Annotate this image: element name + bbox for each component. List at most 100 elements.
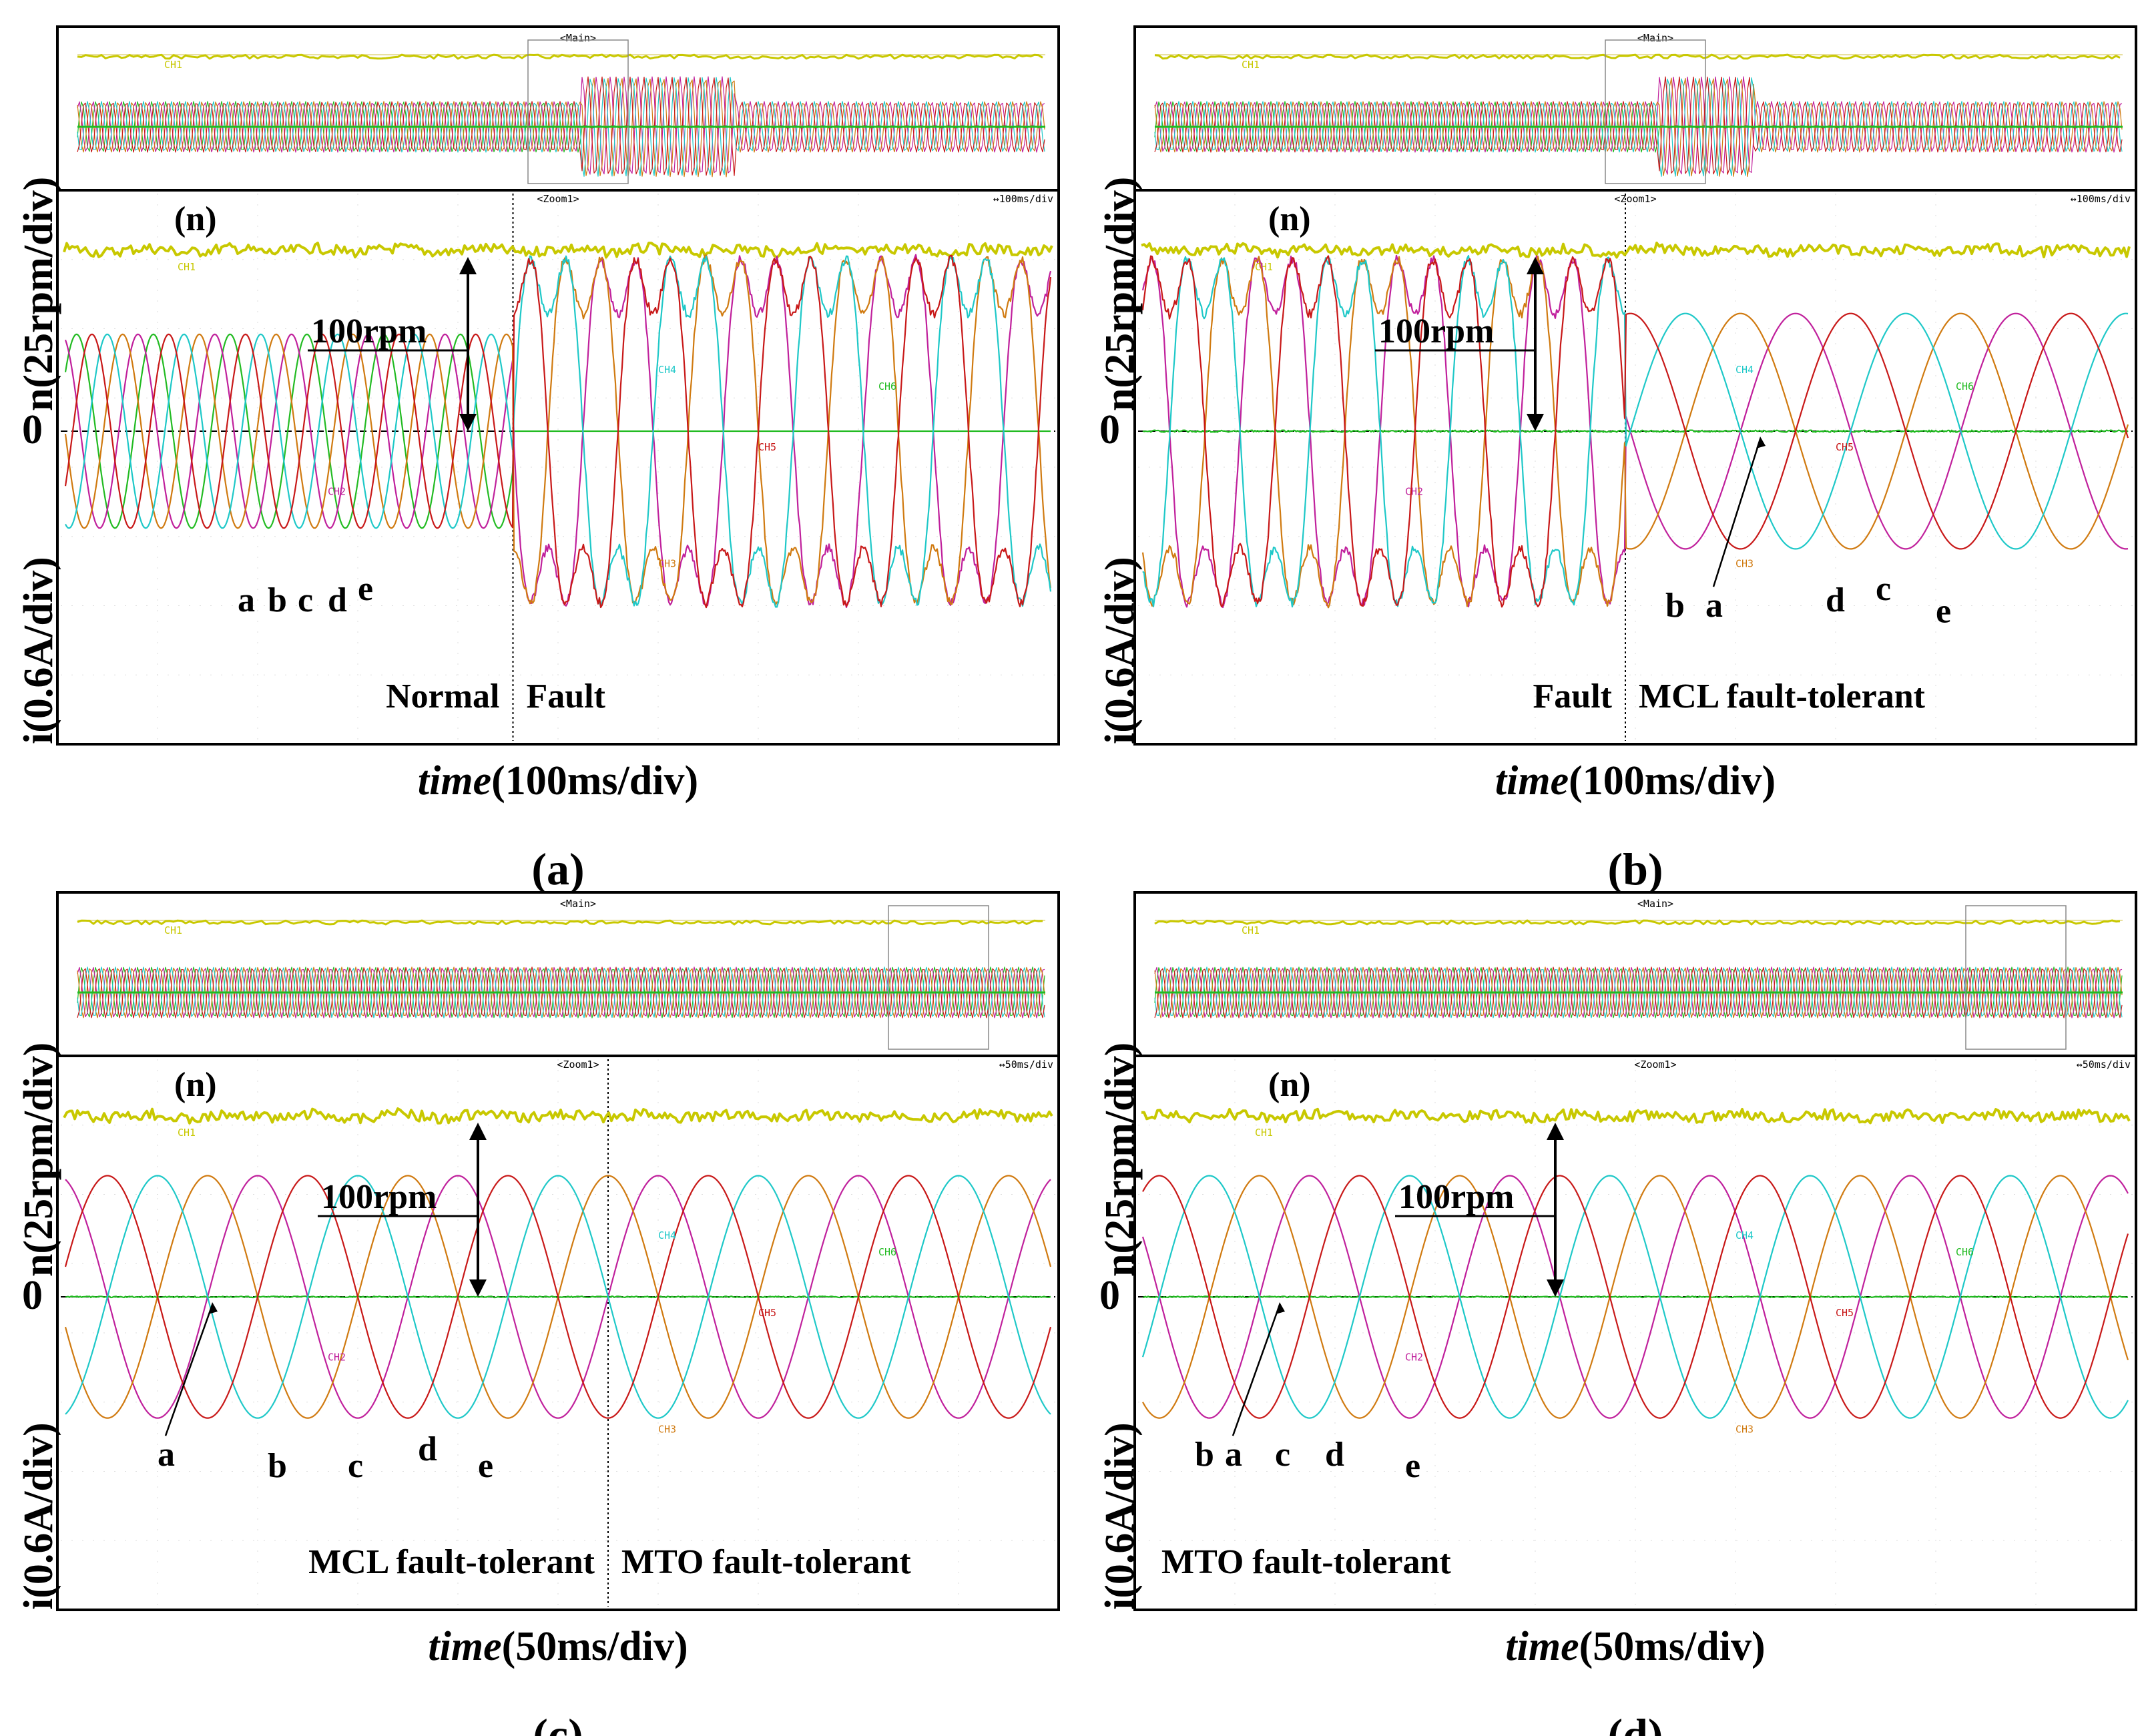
- channel-label: CH3: [658, 1423, 676, 1435]
- zero-axis-label: 0: [1099, 407, 1120, 453]
- region-label-right: MTO fault-tolerant: [621, 1543, 911, 1581]
- region-label-right: Fault: [527, 677, 606, 715]
- overview-current-trace: [77, 76, 1045, 176]
- phase-label-e: e: [358, 570, 373, 608]
- speed-scale-label: 100rpm: [311, 312, 427, 350]
- phase-label-e: e: [1936, 592, 1951, 630]
- overview-current-trace: [77, 77, 1045, 177]
- timebase-label: ↔50ms/div: [2077, 1059, 2131, 1071]
- speed-trace-label: (n): [1268, 1066, 1311, 1104]
- phase-c-current-trace: [1142, 1175, 2129, 1419]
- panel-caption: (b): [1607, 844, 1663, 894]
- region-label: MTO fault-tolerant: [1161, 1543, 1451, 1581]
- main-tag: <Main>: [560, 898, 596, 910]
- channel-label: CH5: [1836, 441, 1854, 453]
- phase-a-pointer-head: [208, 1302, 218, 1315]
- timebase-label: ↔100ms/div: [993, 193, 1053, 205]
- speed-scale-label: 100rpm: [1378, 312, 1494, 350]
- speed-trace-label: (n): [1268, 200, 1311, 238]
- x-axis-label: time(50ms/div): [1505, 1624, 1765, 1669]
- phase-d-current-trace: [65, 1175, 1051, 1419]
- zoom-frame: [56, 189, 1060, 746]
- arrow-head-up: [469, 1123, 487, 1140]
- overview-current-trace: [77, 966, 1045, 1019]
- arrow-head-down: [1547, 1279, 1564, 1297]
- zoom-window: [1965, 905, 2067, 1050]
- speed-trace: [1141, 1107, 2131, 1125]
- arrow-head-down: [469, 1279, 487, 1297]
- speed-ch1-label: CH1: [178, 1127, 196, 1139]
- region-label-left: MCL fault-tolerant: [308, 1543, 595, 1581]
- zoom-tag: <Zoom1>: [1614, 193, 1656, 205]
- channel-label: CH4: [658, 364, 676, 376]
- overview-current-trace: [1154, 77, 2123, 178]
- channel-label: CH6: [878, 380, 896, 392]
- zoom-tag: <Zoom1>: [1634, 1059, 1676, 1071]
- speed-trace: [63, 1107, 1053, 1125]
- channel-label: CH5: [758, 441, 776, 453]
- zero-axis-label: 0: [1099, 1273, 1120, 1318]
- overview-current-trace: [1154, 77, 2123, 177]
- phase-a-current-trace: [64, 333, 1051, 529]
- zoom-frame: [56, 1055, 1060, 1611]
- zoom-frame: [1133, 189, 2137, 746]
- phase-label-d: d: [1325, 1436, 1344, 1474]
- overview-current-trace: [1154, 966, 2123, 1019]
- overview-frame: [56, 891, 1060, 1057]
- channel-label: CH6: [1956, 380, 1974, 392]
- region-label-left: Fault: [1533, 677, 1613, 715]
- phase-d-current-trace: [1141, 1175, 2129, 1419]
- zero-axis-label: 0: [22, 1273, 43, 1318]
- phase-label-a: a: [238, 581, 255, 619]
- phase-label-c: c: [1876, 570, 1891, 608]
- y-axis-label-speed: n(25rpm/div): [1097, 177, 1143, 411]
- channel-label: CH5: [1836, 1307, 1854, 1319]
- phase-c-current-trace: [1141, 255, 2129, 609]
- phase-label-b: b: [268, 1447, 287, 1485]
- channel-label: CH6: [878, 1246, 896, 1258]
- overview-current-trace: [77, 77, 1045, 178]
- arrow-head-up: [459, 257, 477, 274]
- overview-current-trace: [77, 966, 1045, 1019]
- zoom-window: [888, 905, 989, 1050]
- zoom-window: [1605, 39, 1706, 184]
- phase-label-d: d: [1826, 581, 1845, 619]
- arrow-head-up: [1527, 257, 1544, 274]
- overview-frame: [56, 25, 1060, 192]
- phase-a-pointer-head: [1756, 437, 1766, 449]
- phase-e-current-trace: [64, 1175, 1052, 1419]
- overview-speed-trace: [77, 53, 1043, 60]
- zero-axis-label: 0: [22, 407, 43, 453]
- arrow-head-down: [1527, 414, 1544, 432]
- channel-label: CH2: [1405, 1352, 1423, 1364]
- speed-trace: [1141, 242, 2131, 259]
- phase-b-current-trace: [65, 1175, 1051, 1419]
- panel-c: <Main> CH1 <Zoom1> ↔50ms/div CH1 CH2 CH4 CH5 CH3…: [16, 891, 1060, 1736]
- speed-ch1-label: CH1: [178, 261, 196, 273]
- phase-label-b: b: [268, 581, 287, 619]
- phase-label-c: c: [298, 581, 313, 619]
- phase-label-e: e: [478, 1447, 493, 1485]
- x-axis-label: time(50ms/div): [428, 1624, 688, 1669]
- phase-label-c: c: [1275, 1436, 1290, 1474]
- channel-label: CH3: [658, 557, 676, 569]
- channel-label: CH3: [1735, 557, 1754, 569]
- phase-e-current-trace: [1142, 1175, 2129, 1419]
- overview-ch1-label: CH1: [164, 59, 182, 71]
- speed-ch1-label: CH1: [1255, 1127, 1273, 1139]
- panel-b: <Main>CH1<Zoom1> ↔100ms/divCH1CH2CH4CH5CH…: [1097, 25, 2137, 894]
- phase-e-current-trace: [64, 254, 1052, 609]
- phase-label-d: d: [328, 581, 347, 619]
- overview-ch1-label: CH1: [1242, 924, 1260, 936]
- phase-label-c: c: [348, 1447, 363, 1485]
- overview-current-trace: [77, 966, 1045, 1019]
- speed-scale-label: 100rpm: [321, 1178, 437, 1216]
- channel-label: CH2: [1405, 486, 1423, 498]
- main-tag: <Main>: [1637, 32, 1673, 44]
- arrow-head-down: [459, 414, 477, 432]
- timebase-label: ↔50ms/div: [999, 1059, 1053, 1071]
- speed-trace-label: (n): [174, 1066, 217, 1104]
- phase-label-a: a: [1225, 1436, 1242, 1474]
- channel-label: CH6: [1956, 1246, 1974, 1258]
